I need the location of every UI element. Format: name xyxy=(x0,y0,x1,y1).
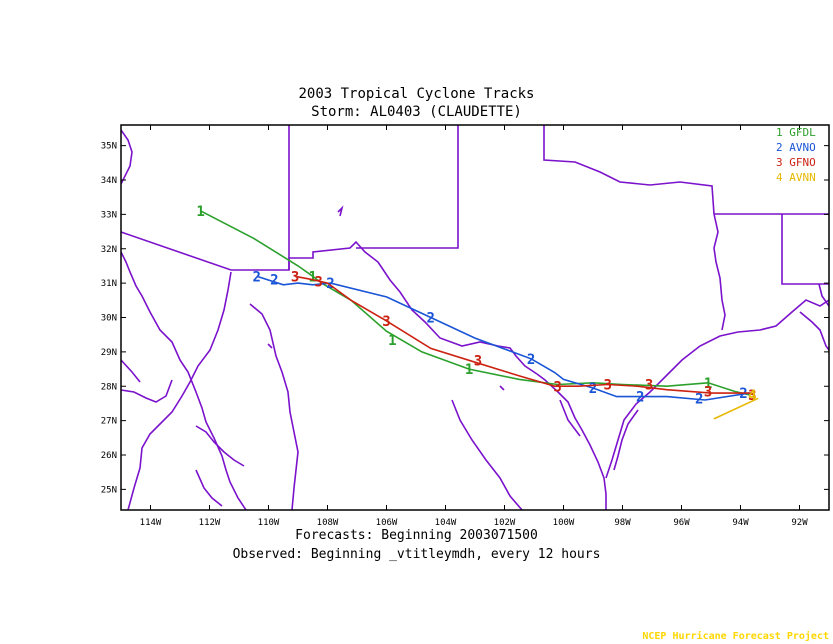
texas-coast xyxy=(536,373,607,510)
track-marker-avno: 2 xyxy=(589,381,597,397)
legend-entry-avnn: 4 AVNN xyxy=(776,171,816,184)
x-tick-label: 96W xyxy=(673,518,690,528)
nm-islet-1 xyxy=(337,205,344,217)
geographic-borders xyxy=(121,125,829,510)
y-tick-label: 31N xyxy=(101,279,117,289)
baja-california xyxy=(121,251,247,510)
y-tick-label: 28N xyxy=(101,382,117,392)
y-tick-label: 30N xyxy=(101,314,117,324)
coahuila-nuevo-leon xyxy=(451,399,523,510)
red-river xyxy=(713,213,726,331)
track-marker-avno: 2 xyxy=(739,386,747,402)
state-line-ok-tx xyxy=(543,125,715,215)
track-marker-gfdl: 1 xyxy=(388,333,396,349)
legend-entry-gfdl: 1 GFDL xyxy=(776,126,816,139)
gulf-of-california-coast xyxy=(127,271,232,510)
sinaloa-coast xyxy=(195,425,245,467)
x-tick-label: 100W xyxy=(553,518,575,528)
y-tick-label: 25N xyxy=(101,485,117,495)
x-tick-label: 112W xyxy=(199,518,221,528)
track-gfdl xyxy=(200,210,750,396)
northern-mexico-east xyxy=(121,359,141,383)
track-marker-avno: 2 xyxy=(252,269,260,285)
y-tick-label: 34N xyxy=(101,176,117,186)
track-marker-gfno: 3 xyxy=(474,353,482,369)
track-marker-avno: 2 xyxy=(270,273,278,289)
track-marker-avnn: 4 xyxy=(748,388,756,404)
credit-label: NCEP Hurricane Forecast Project xyxy=(642,631,829,642)
x-tick-label: 104W xyxy=(435,518,457,528)
y-tick-label: 32N xyxy=(101,245,117,255)
x-tick-label: 94W xyxy=(732,518,749,528)
track-gfno xyxy=(294,275,753,394)
forecasts-caption: Forecasts: Beginning 2003071500 xyxy=(295,528,538,543)
y-tick-label: 33N xyxy=(101,210,117,220)
chart-title: 2003 Tropical Cyclone Tracks xyxy=(298,86,535,102)
track-marker-avno: 2 xyxy=(427,311,435,327)
state-line-nm-tx xyxy=(356,125,459,249)
track-marker-gfdl: 1 xyxy=(196,204,204,220)
state-line-la xyxy=(781,214,829,285)
barrier-islands xyxy=(613,409,639,471)
y-tick-label: 35N xyxy=(101,142,117,152)
x-tick-label: 102W xyxy=(494,518,516,528)
x-tick-label: 108W xyxy=(317,518,339,528)
track-marker-gfno: 3 xyxy=(748,388,756,404)
storm-subtitle: Storm: AL0403 (CLAUDETTE) xyxy=(311,104,522,120)
x-tick-label: 106W xyxy=(376,518,398,528)
sonora-chihuahua xyxy=(195,469,223,507)
observed-caption: Observed: Beginning _vtitleymdh, every 1… xyxy=(232,547,601,562)
track-marker-gfdl: 1 xyxy=(309,269,317,285)
plot-frame xyxy=(120,124,830,511)
legend: 1 GFDL 2 AVNO 3 GFNO 4 AVNN xyxy=(776,126,816,184)
x-tick-label: 114W xyxy=(140,518,162,528)
track-marker-avno: 2 xyxy=(695,391,703,407)
track-marker-gfdl: 1 xyxy=(465,362,473,378)
legend-entry-gfno: 3 GFNO xyxy=(776,156,816,169)
track-marker-avno: 2 xyxy=(326,276,334,292)
track-marker-gfno: 3 xyxy=(704,384,712,400)
y-tick-label: 27N xyxy=(101,417,117,427)
mexico-pacific-coast xyxy=(121,379,173,403)
texas-upper-coast xyxy=(605,299,829,479)
track-avnn xyxy=(713,397,759,420)
track-marker-gfno: 3 xyxy=(382,314,390,330)
louisiana-bayou xyxy=(799,311,829,351)
track-marker-gfno: 3 xyxy=(553,379,561,395)
nm-islet-2 xyxy=(267,343,273,349)
tx-islet xyxy=(499,385,505,391)
track-marker-gfno: 3 xyxy=(604,378,612,394)
track-avno xyxy=(256,275,750,401)
track-marker-gfdl: 1 xyxy=(704,376,712,392)
louisiana-edge xyxy=(818,283,829,307)
x-tick-label: 98W xyxy=(614,518,631,528)
y-tick-label: 29N xyxy=(101,348,117,358)
x-tick-label: 92W xyxy=(791,518,808,528)
legend-entry-avno: 2 AVNO xyxy=(776,141,816,154)
track-marker-avno: 2 xyxy=(527,352,535,368)
track-marker-gfno: 3 xyxy=(645,378,653,394)
border-rio-grande xyxy=(121,231,538,375)
northwest-edge xyxy=(121,129,133,185)
sierra-border xyxy=(249,303,299,510)
track-marker-gfno: 3 xyxy=(314,274,322,290)
tamaulipas-east xyxy=(559,399,581,437)
x-tick-label: 110W xyxy=(258,518,280,528)
track-marker-avno: 2 xyxy=(636,390,644,406)
y-tick-label: 26N xyxy=(101,451,117,461)
track-marker-gfno: 3 xyxy=(291,269,299,285)
